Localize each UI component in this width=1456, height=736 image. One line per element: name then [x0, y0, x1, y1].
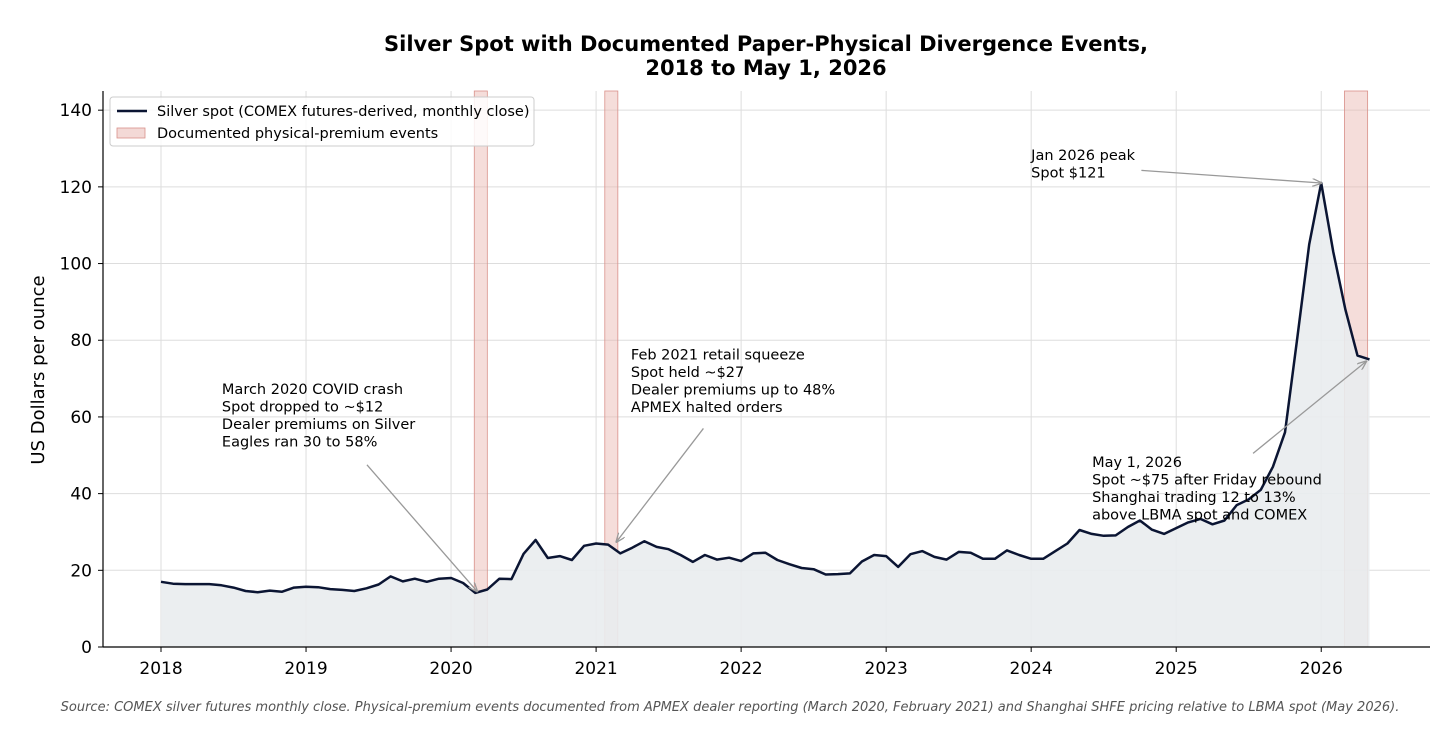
x-tick-label-7: 2025 — [1155, 659, 1198, 679]
annotation-4-line-1: May 1, 2026 — [1092, 455, 1182, 471]
legend: Silver spot (COMEX futures-derived, mont… — [109, 96, 535, 147]
chart-title-line-1: Silver Spot with Documented Paper-Physic… — [384, 32, 1148, 56]
grid — [103, 91, 1430, 648]
annotation-4-line-3: Shanghai trading 12 to 13% — [1092, 490, 1296, 506]
annotation-4-line-4: above LBMA spot and COMEX — [1092, 507, 1307, 523]
y-tick-label-3: 60 — [70, 408, 92, 428]
spot-area-fill — [161, 183, 1370, 647]
y-tick-label-6: 120 — [60, 178, 92, 198]
y-axis-ticks: 0 20 40 60 80 100 120 140 — [60, 101, 103, 658]
chart-title-line-2: 2018 to May 1, 2026 — [645, 56, 886, 80]
x-tick-label-2: 2020 — [429, 659, 472, 679]
x-axis-ticks: 2018 2019 2020 2021 2022 2023 2024 2025 2026 — [139, 647, 1343, 679]
annotation-2-line-4: APMEX halted orders — [631, 400, 783, 416]
annotation-3-line-2: Spot $121 — [1031, 166, 1105, 182]
chart-title: Silver Spot with Documented Paper-Physic… — [384, 32, 1148, 80]
annotation-1-line-3: Dealer premiums on Silver — [222, 417, 415, 433]
legend-event-swatch — [116, 127, 146, 139]
y-tick-label-5: 100 — [60, 255, 92, 275]
y-tick-label-4: 80 — [70, 331, 92, 351]
x-tick-label-8: 2026 — [1300, 659, 1343, 679]
event-band-1 — [473, 90, 488, 648]
spot-line — [160, 181, 1370, 595]
annotation-2-line-2: Spot held ~$27 — [631, 365, 744, 381]
axes — [102, 91, 1430, 648]
y-tick-label-0: 0 — [81, 638, 92, 658]
annotation-3-line-1: Jan 2026 peak — [1030, 148, 1135, 164]
y-axis-label: US Dollars per ounce — [28, 275, 49, 464]
y-tick-label-1: 20 — [70, 561, 92, 581]
annotation-arrow-4 — [1252, 361, 1366, 454]
annotation-4-line-2: Spot ~$75 after Friday rebound — [1092, 472, 1322, 488]
annotation-1-line-2: Spot dropped to ~$12 — [222, 399, 383, 415]
annotation-1-line-1: March 2020 COVID crash — [222, 382, 403, 398]
annotation-3: Jan 2026 peak Spot $121 — [1030, 148, 1321, 183]
legend-entry-events: Documented physical-premium events — [157, 126, 438, 142]
annotation-2: Feb 2021 retail squeeze Spot held ~$27Dea… — [616, 347, 835, 542]
source-note: Source: COMEX silver futures monthly clo… — [61, 700, 1400, 715]
x-tick-label-4: 2022 — [719, 659, 762, 679]
annotation-arrow-3 — [1141, 169, 1321, 183]
legend-entry-spot: Silver spot (COMEX futures-derived, mont… — [157, 104, 530, 120]
x-tick-label-0: 2018 — [139, 659, 182, 679]
x-tick-label-6: 2024 — [1010, 659, 1053, 679]
x-tick-label-3: 2021 — [574, 659, 617, 679]
x-tick-label-1: 2019 — [284, 659, 327, 679]
annotation-arrow-2 — [616, 428, 704, 542]
y-tick-label-2: 40 — [70, 485, 92, 505]
annotation-2-line-3: Dealer premiums up to 48% — [631, 382, 835, 398]
annotation-arrow-1 — [366, 464, 477, 592]
x-tick-label-5: 2023 — [865, 659, 908, 679]
annotation-2-line-1: Feb 2021 retail squeeze — [631, 347, 805, 363]
legend-box — [109, 96, 535, 147]
y-tick-label-7: 140 — [60, 101, 92, 121]
annotation-1-line-4: Eagles ran 30 to 58% — [222, 434, 377, 450]
